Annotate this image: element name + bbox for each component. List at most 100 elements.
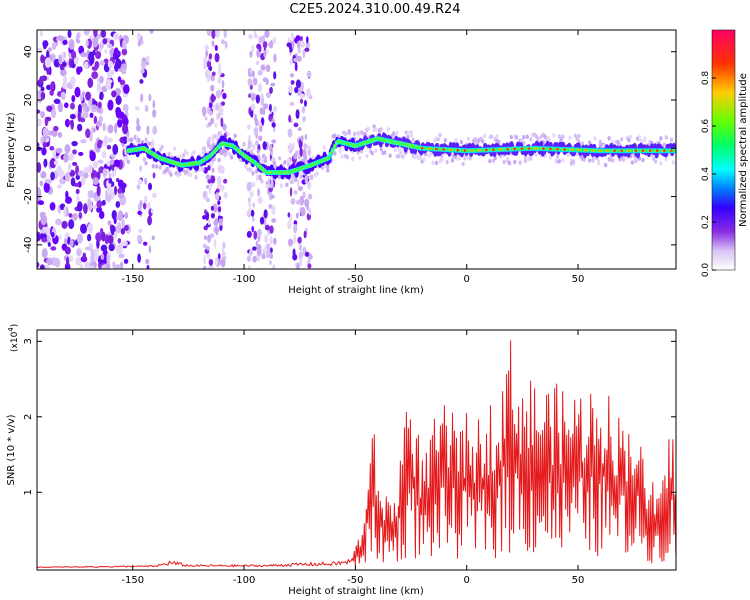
spectral-blob bbox=[99, 91, 104, 101]
spectral-blob bbox=[101, 231, 106, 242]
spectral-blob bbox=[64, 144, 71, 154]
x-tick-label: 0 bbox=[464, 575, 470, 586]
spectral-blob bbox=[303, 99, 307, 107]
snr-multiplier-exp: 4 bbox=[7, 327, 15, 332]
spectral-core bbox=[305, 165, 308, 169]
spectral-blob bbox=[58, 234, 62, 241]
spectral-halo bbox=[283, 160, 287, 165]
spectral-blob bbox=[37, 118, 43, 127]
spectral-halo bbox=[518, 160, 522, 165]
spectral-core bbox=[458, 148, 461, 152]
spectral-blob bbox=[250, 103, 256, 111]
spectral-blob bbox=[115, 95, 122, 106]
spectral-blob bbox=[208, 264, 214, 269]
spectral-peak bbox=[577, 148, 581, 152]
spectral-halo bbox=[135, 135, 139, 140]
x-tick-label: -150 bbox=[121, 575, 144, 586]
spectral-blob bbox=[47, 242, 51, 247]
colorbar-tick-label: 0.6 bbox=[701, 119, 711, 134]
spectral-halo bbox=[481, 138, 485, 144]
spectral-peak bbox=[613, 149, 616, 152]
spectral-blob bbox=[56, 184, 62, 189]
spectral-core bbox=[650, 149, 654, 153]
spectral-halo bbox=[304, 178, 309, 184]
spectral-blob bbox=[122, 136, 128, 145]
spectral-blob bbox=[264, 245, 268, 254]
snr-x-label: Height of straight line (km) bbox=[288, 586, 424, 597]
y-tick-label: 40 bbox=[23, 45, 34, 58]
spectral-halo bbox=[438, 132, 442, 138]
spectral-blob bbox=[90, 265, 95, 269]
spectral-halo bbox=[228, 151, 232, 157]
spectral-blob bbox=[92, 36, 99, 48]
spectral-blob bbox=[210, 213, 215, 219]
spectral-blob bbox=[75, 188, 80, 195]
spectral-core bbox=[376, 137, 380, 141]
spectral-blob bbox=[117, 187, 123, 194]
spectral-core bbox=[283, 170, 287, 175]
snr-multiplier-close: ) bbox=[10, 324, 20, 328]
spectral-halo bbox=[434, 160, 439, 166]
y-tick-label: 1 bbox=[23, 489, 34, 495]
spectral-peak bbox=[549, 147, 552, 151]
spectral-core bbox=[386, 139, 390, 143]
spectral-core bbox=[490, 148, 494, 152]
spectral-halo bbox=[547, 136, 551, 141]
spectral-blob bbox=[96, 81, 102, 93]
spectral-core bbox=[668, 149, 672, 153]
spectral-blob bbox=[59, 68, 67, 77]
spectral-blob bbox=[146, 125, 150, 135]
spectral-blob bbox=[137, 234, 143, 242]
spectral-halo bbox=[561, 134, 565, 139]
spectral-blob bbox=[121, 48, 128, 56]
spectral-blob bbox=[78, 151, 84, 156]
spectral-core bbox=[173, 161, 176, 165]
spectral-core bbox=[639, 149, 643, 153]
spectral-blob bbox=[291, 142, 295, 151]
spectral-core bbox=[483, 148, 486, 152]
spectral-core bbox=[618, 149, 622, 153]
spectral-blob bbox=[222, 123, 227, 131]
spectral-peak bbox=[570, 148, 574, 151]
spectral-core bbox=[290, 169, 294, 173]
spectral-halo bbox=[310, 174, 314, 179]
spectral-blob bbox=[220, 117, 224, 128]
spectral-blob bbox=[248, 33, 253, 40]
spectral-blob bbox=[297, 126, 302, 132]
spectral-core bbox=[340, 140, 344, 144]
spectral-blob bbox=[52, 148, 57, 159]
spectral-blob bbox=[45, 178, 53, 184]
spectral-core bbox=[176, 162, 180, 166]
spectral-blob bbox=[210, 93, 215, 103]
spectral-core bbox=[141, 146, 144, 151]
spectral-blob bbox=[83, 111, 89, 119]
spectral-blob bbox=[40, 171, 47, 179]
spectral-blob bbox=[250, 209, 255, 217]
spectral-core bbox=[604, 149, 608, 153]
spectral-core bbox=[379, 137, 383, 142]
spectral-blob bbox=[299, 147, 303, 158]
spectral-core bbox=[561, 147, 565, 151]
spectral-peak bbox=[556, 147, 559, 151]
spectral-blob bbox=[248, 93, 251, 99]
spectral-blob bbox=[257, 228, 262, 237]
spectral-blob bbox=[246, 230, 252, 238]
spectral-blob bbox=[265, 92, 272, 99]
spectral-halo bbox=[395, 130, 399, 136]
spectral-blob bbox=[291, 40, 295, 50]
chart-title: C2E5.2024.310.00.49.R24 bbox=[289, 2, 461, 17]
spectral-core bbox=[155, 154, 159, 158]
y-tick-label: -20 bbox=[23, 188, 34, 204]
spectral-core bbox=[614, 149, 618, 153]
spectral-core bbox=[429, 147, 433, 151]
spectral-blob bbox=[301, 106, 306, 114]
spectral-blob bbox=[213, 238, 217, 249]
spectral-halo bbox=[144, 161, 148, 166]
spectral-halo bbox=[167, 169, 171, 174]
spectral-blob bbox=[303, 230, 307, 239]
spectral-blob bbox=[92, 104, 97, 110]
spectral-blob bbox=[64, 172, 71, 182]
spectral-halo bbox=[192, 150, 196, 155]
spectral-blob bbox=[289, 59, 293, 65]
spectral-blob bbox=[214, 256, 219, 267]
